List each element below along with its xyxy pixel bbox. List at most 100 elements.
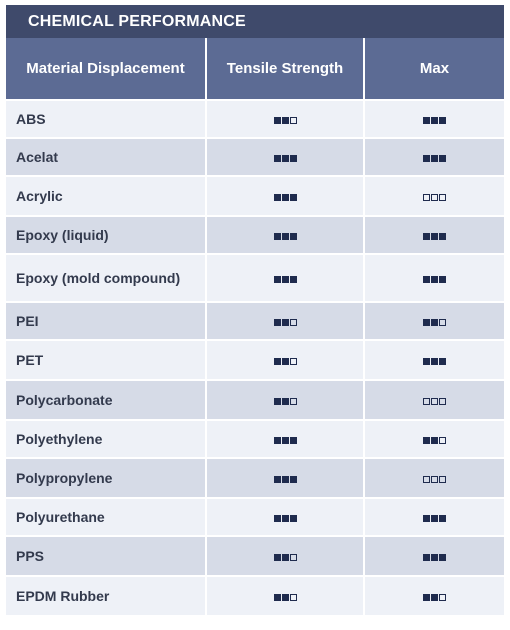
tensile-strength-rating [206, 420, 365, 459]
max-rating [364, 100, 504, 139]
empty-square-icon [423, 397, 430, 405]
table-row: Acelat [6, 138, 504, 177]
table-row: EPDM Rubber [6, 576, 504, 617]
table-row: Polypropylene [6, 458, 504, 499]
header-row: Material Displacement Tensile Strength M… [6, 38, 504, 101]
max-rating [364, 138, 504, 177]
material-name: PPS [6, 536, 207, 577]
tensile-strength-rating [206, 216, 365, 255]
filled-square-icon [431, 436, 438, 444]
filled-square-icon [423, 275, 430, 283]
filled-square-icon [289, 275, 297, 283]
max-rating [364, 576, 504, 617]
material-name: Polyethylene [6, 420, 207, 459]
filled-square-icon [281, 475, 289, 483]
empty-square-icon [439, 318, 446, 326]
filled-square-icon [281, 232, 289, 240]
filled-square-icon [439, 116, 446, 124]
filled-square-icon [281, 436, 289, 444]
filled-square-icon [281, 514, 289, 522]
filled-square-icon [289, 436, 297, 444]
material-name: EPDM Rubber [6, 576, 207, 617]
filled-square-icon [289, 193, 297, 201]
table-row: PPS [6, 536, 504, 577]
filled-square-icon [281, 397, 289, 405]
filled-square-icon [423, 154, 430, 162]
filled-square-icon [273, 318, 281, 326]
max-rating [364, 536, 504, 577]
table-row: Polyurethane [6, 498, 504, 537]
table-row: PEI [6, 302, 504, 341]
tensile-strength-rating [206, 254, 365, 303]
max-rating [364, 420, 504, 459]
max-rating [364, 302, 504, 341]
empty-square-icon [423, 193, 430, 201]
empty-square-icon [289, 553, 297, 561]
filled-square-icon [431, 553, 438, 561]
filled-square-icon [273, 193, 281, 201]
max-rating [364, 216, 504, 255]
tensile-strength-rating [206, 100, 365, 139]
filled-square-icon [431, 275, 438, 283]
filled-square-icon [423, 318, 430, 326]
tensile-strength-rating [206, 576, 365, 617]
filled-square-icon [273, 116, 281, 124]
empty-square-icon [431, 193, 438, 201]
filled-square-icon [431, 232, 438, 240]
filled-square-icon [273, 475, 281, 483]
filled-square-icon [423, 553, 430, 561]
filled-square-icon [423, 436, 430, 444]
filled-square-icon [439, 232, 446, 240]
filled-square-icon [289, 154, 297, 162]
table-row: ABS [6, 100, 504, 139]
max-rating [364, 458, 504, 499]
empty-square-icon [423, 475, 430, 483]
filled-square-icon [439, 514, 446, 522]
filled-square-icon [431, 116, 438, 124]
empty-square-icon [439, 593, 446, 601]
chemical-performance-table: Material Displacement Tensile Strength M… [6, 38, 504, 617]
header-max: Max [364, 38, 504, 101]
filled-square-icon [281, 593, 289, 601]
filled-square-icon [289, 232, 297, 240]
table-row: Epoxy (mold compound) [6, 254, 504, 303]
filled-square-icon [439, 357, 446, 365]
filled-square-icon [439, 154, 446, 162]
tensile-strength-rating [206, 340, 365, 381]
material-name: ABS [6, 100, 207, 139]
max-rating [364, 176, 504, 217]
filled-square-icon [281, 553, 289, 561]
tensile-strength-rating [206, 498, 365, 537]
header-tensile-strength: Tensile Strength [206, 38, 365, 101]
material-name: PET [6, 340, 207, 381]
filled-square-icon [289, 514, 297, 522]
filled-square-icon [273, 397, 281, 405]
empty-square-icon [289, 593, 297, 601]
tensile-strength-rating [206, 536, 365, 577]
filled-square-icon [431, 593, 438, 601]
max-rating [364, 254, 504, 303]
material-name: Acelat [6, 138, 207, 177]
filled-square-icon [281, 318, 289, 326]
filled-square-icon [273, 154, 281, 162]
filled-square-icon [423, 232, 430, 240]
empty-square-icon [431, 475, 438, 483]
filled-square-icon [431, 318, 438, 326]
table-row: Epoxy (liquid) [6, 216, 504, 255]
filled-square-icon [273, 436, 281, 444]
table-title: CHEMICAL PERFORMANCE [6, 5, 504, 38]
tensile-strength-rating [206, 458, 365, 499]
filled-square-icon [423, 514, 430, 522]
filled-square-icon [281, 193, 289, 201]
empty-square-icon [431, 397, 438, 405]
material-name: PEI [6, 302, 207, 341]
filled-square-icon [431, 154, 438, 162]
filled-square-icon [439, 553, 446, 561]
material-name: Epoxy (mold compound) [6, 254, 207, 303]
table-body: ABS Acelat Acrylic Epoxy (liquid) Epoxy (mol… [6, 100, 504, 617]
material-name: Polyurethane [6, 498, 207, 537]
filled-square-icon [431, 357, 438, 365]
filled-square-icon [431, 514, 438, 522]
filled-square-icon [423, 116, 430, 124]
filled-square-icon [281, 116, 289, 124]
